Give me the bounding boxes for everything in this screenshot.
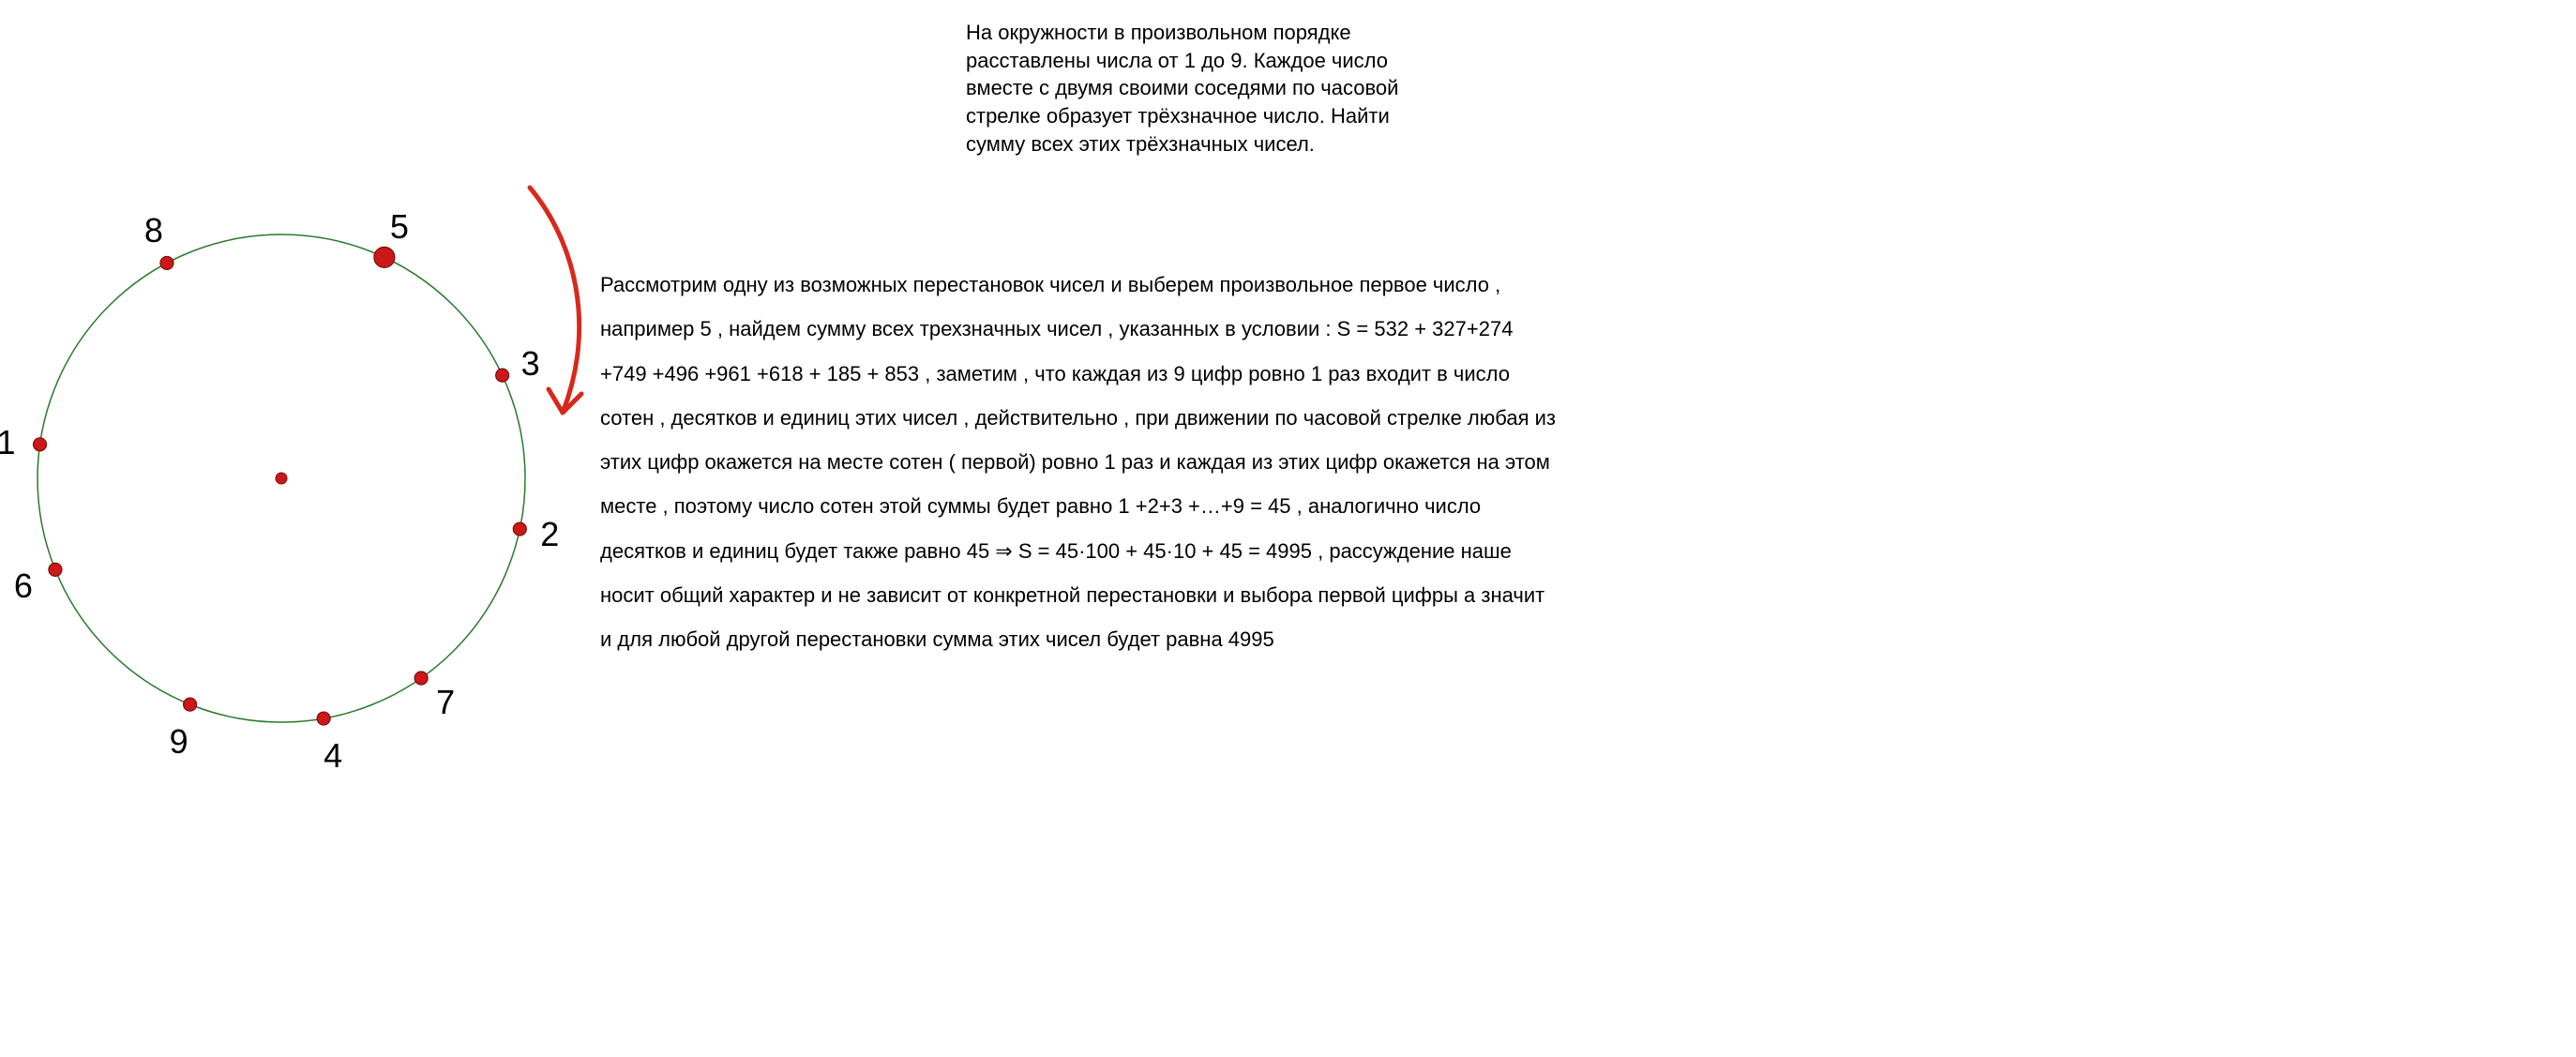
arrow-curve [530, 188, 580, 413]
solution-text: Рассмотрим одну из возможных перестаново… [600, 263, 1557, 662]
page-root: 532749618 На окружности в произвольном п… [0, 0, 2576, 1057]
circle-point [496, 369, 509, 382]
circle-point [374, 247, 395, 267]
clockwise-arrow-icon [511, 178, 614, 431]
point-label: 6 [14, 566, 33, 606]
circle-point [317, 712, 330, 725]
circle-point [49, 563, 62, 576]
center-point [276, 473, 287, 484]
circle-point [414, 672, 428, 685]
circle-point [34, 438, 47, 451]
point-label: 8 [144, 211, 163, 250]
point-label: 4 [324, 736, 342, 776]
circle-point [184, 698, 197, 711]
circle-point [513, 522, 526, 536]
circle-point [160, 256, 173, 269]
point-label: 1 [0, 423, 16, 462]
point-label: 5 [390, 207, 409, 247]
point-label: 7 [436, 683, 455, 722]
point-label: 9 [170, 722, 188, 762]
point-label: 2 [540, 515, 559, 554]
problem-statement: На окружности в произвольном порядке рас… [966, 19, 1435, 158]
